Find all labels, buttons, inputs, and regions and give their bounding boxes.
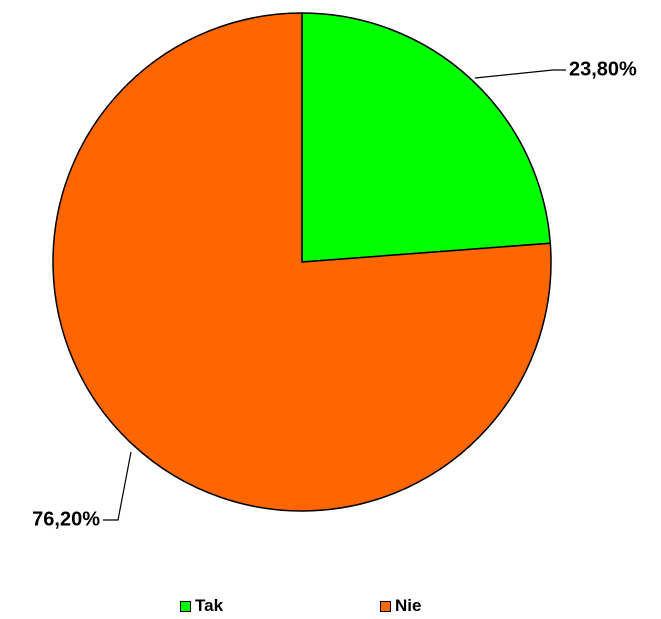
legend-item-tak: Tak — [180, 596, 380, 616]
legend-item-nie: Nie — [380, 596, 580, 616]
leader-line-tak — [474, 69, 566, 79]
legend-label-nie: Nie — [395, 596, 422, 615]
legend-swatch-nie — [380, 600, 391, 612]
pie-slice-tak — [301, 12, 552, 263]
pie-slice-nie — [52, 12, 552, 512]
legend-label-tak: Tak — [195, 596, 224, 615]
data-label-nie: 76,20% — [32, 508, 100, 530]
pie-chart: 23,80% 76,20% — [32, 12, 637, 530]
data-label-tak: 23,80% — [569, 58, 637, 80]
legend-swatch-tak — [180, 600, 191, 612]
legend: Tak Nie — [180, 596, 580, 616]
leader-line-nie — [103, 451, 132, 521]
